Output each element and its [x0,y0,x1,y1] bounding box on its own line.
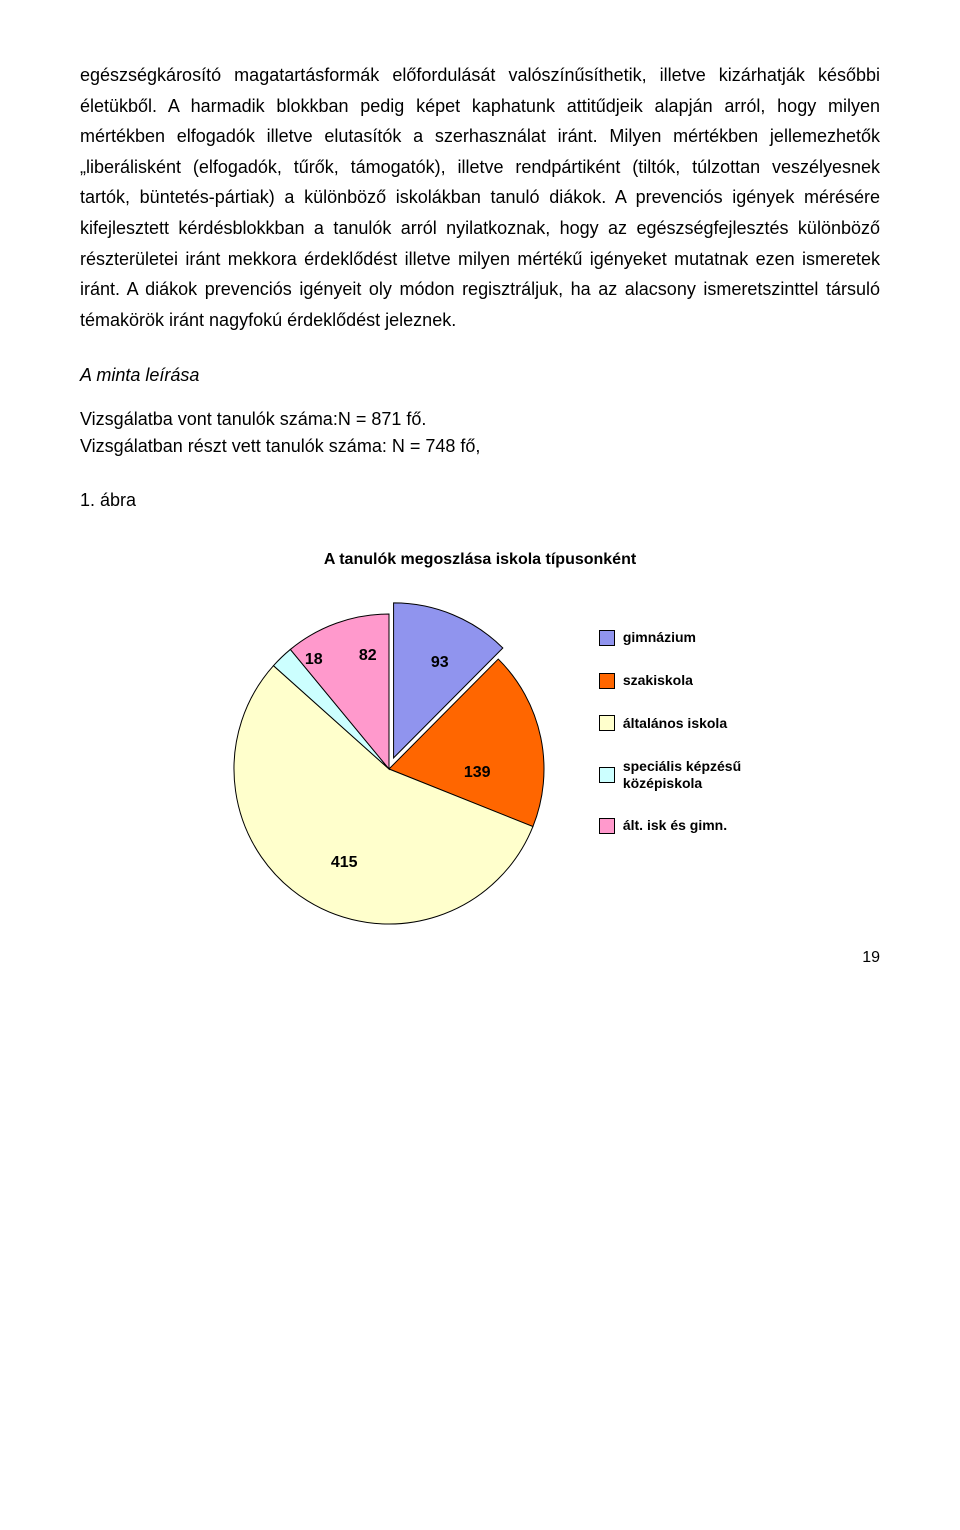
legend-label: ált. isk és gimn. [623,817,727,834]
legend-item: speciális képzésűközépiskola [599,758,741,792]
legend-swatch [599,818,615,834]
legend-item: általános iskola [599,715,741,732]
legend-swatch [599,630,615,646]
pie-slice-value: 93 [431,654,449,672]
legend-label: speciális képzésűközépiskola [623,758,741,792]
legend-swatch [599,715,615,731]
chart-title: A tanulók megoszlása iskola típusonként [80,551,880,569]
pie-slice-value: 82 [359,647,377,665]
pie-chart-block: 93 139 415 18 82 gimnázium szakiskola általáno… [80,589,880,929]
legend-item: ált. isk és gimn. [599,817,741,834]
body-paragraph: egészségkárosító magatartásformák előfor… [80,60,880,335]
pie-chart: 93 139 415 18 82 [219,589,559,929]
legend-swatch [599,767,615,783]
pie-slice-value: 139 [464,764,491,782]
sample-total-line: Vizsgálatba vont tanulók száma:N = 871 f… [80,406,880,433]
legend-label: szakiskola [623,672,693,689]
figure-label: 1. ábra [80,490,880,511]
legend-label: általános iskola [623,715,727,732]
legend-label: gimnázium [623,629,696,646]
page-number: 19 [80,949,880,967]
sample-participated-line: Vizsgálatban részt vett tanulók száma: N… [80,433,880,460]
legend-item: szakiskola [599,672,741,689]
section-heading: A minta leírása [80,365,880,386]
chart-legend: gimnázium szakiskola általános iskola speci… [599,589,741,834]
pie-slice-value: 415 [331,854,358,872]
legend-swatch [599,673,615,689]
pie-slice-value: 18 [305,651,323,669]
legend-item: gimnázium [599,629,741,646]
